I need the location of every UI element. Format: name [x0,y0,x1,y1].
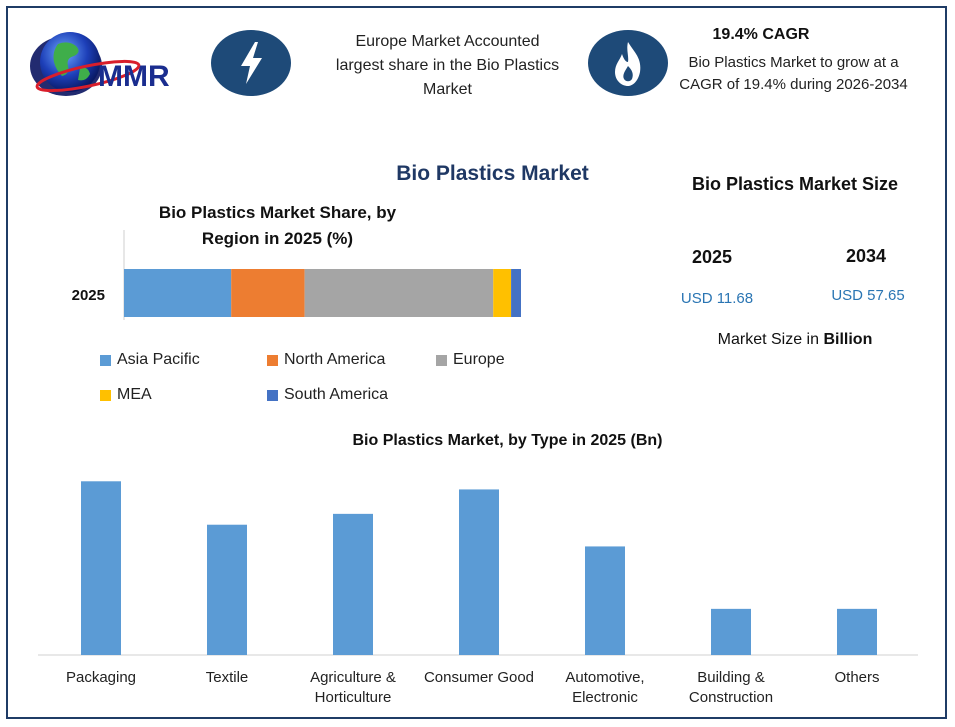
legend-swatch [100,389,111,401]
legend-mea: MEA [100,386,152,404]
type-bar-chart: Packaging Textile Agriculture & Horticultur… [38,481,918,706]
flame-icon [588,30,668,96]
stack-segment-north-america [231,269,305,317]
type-tick-label: Others [834,669,879,686]
type-bar-agriculture-horticulture [333,513,373,655]
stack-segment-south-america [511,269,521,317]
stack-segment-asia-pacific [124,269,232,317]
type-bar-automotive-electronic [585,546,625,655]
legend-north-america: North America [267,351,385,369]
main-title: Bio Plastics Market [396,162,589,185]
cagr-title: 19.4% CAGR [712,26,810,43]
legend-label: Asia Pacific [117,351,200,368]
cagr-description: Bio Plastics Market to grow at a CAGR of… [679,54,908,93]
legend-asia-pacific: Asia Pacific [100,351,200,369]
type-tick-label: Agriculture & Horticulture [310,669,396,706]
region-share-chart: 2025 [72,230,521,320]
type-tick-label: Textile [206,669,249,686]
lightning-icon [211,30,291,96]
legend-label: Europe [453,351,505,368]
market-year-2025: 2025 [691,247,733,267]
mmr-logo: MMR [28,28,198,98]
type-tick-label-line: Building & [697,669,765,686]
market-size-unit: Market Size in Billion [690,331,900,349]
legend-swatch [267,389,278,401]
legend-label: South America [284,386,389,403]
type-bar-building-construction [711,608,751,655]
market-size-title: Bio Plastics Market Size [691,174,899,194]
europe-highlight-text: Europe Market Accounted largest share in… [335,33,560,98]
type-tick-label: Packaging [66,669,136,686]
type-tick-label-line: Electronic [572,689,638,706]
type-bar-packaging [81,481,121,655]
legend-swatch [267,354,278,366]
region-category-label: 2025 [72,287,105,304]
market-year-2034: 2034 [845,246,887,266]
type-tick-label: Consumer Good [424,669,534,686]
type-bar-consumer-good [459,489,499,655]
legend-swatch [100,354,111,366]
type-tick-label-line: Agriculture & [310,669,396,686]
type-tick-label-line: Automotive, [565,669,644,686]
stack-segment-mea [493,269,512,317]
type-tick-label: Automotive, Electronic [565,669,644,706]
infographic-frame [6,6,947,719]
type-tick-label-line: Others [834,669,879,686]
market-value-2034: USD 57.65 [831,287,905,304]
legend-label: MEA [117,386,152,403]
type-bar-others [837,608,877,655]
type-tick-label: Building & Construction [689,669,773,706]
region-chart-title: Bio Plastics Market Share, by Region in … [158,203,397,248]
unit-bold: Billion [823,331,873,348]
type-tick-label-line: Horticulture [315,689,392,706]
legend-south-america: South America [267,386,388,404]
unit-prefix: Market Size in [717,331,820,348]
stack-segment-europe [304,269,494,317]
logo-text: MMR [98,60,170,93]
legend-swatch [436,354,447,366]
type-tick-label-line: Consumer Good [424,669,534,686]
market-value-2025: USD 11.68 [680,290,754,307]
legend-label: North America [284,351,386,368]
legend-europe: Europe [436,351,505,369]
type-bar-textile [207,524,247,655]
type-tick-label-line: Construction [689,689,773,706]
type-chart-title: Bio Plastics Market, by Type in 2025 (Bn… [352,432,663,449]
type-tick-label-line: Packaging [66,669,136,686]
type-tick-label-line: Textile [206,669,249,686]
